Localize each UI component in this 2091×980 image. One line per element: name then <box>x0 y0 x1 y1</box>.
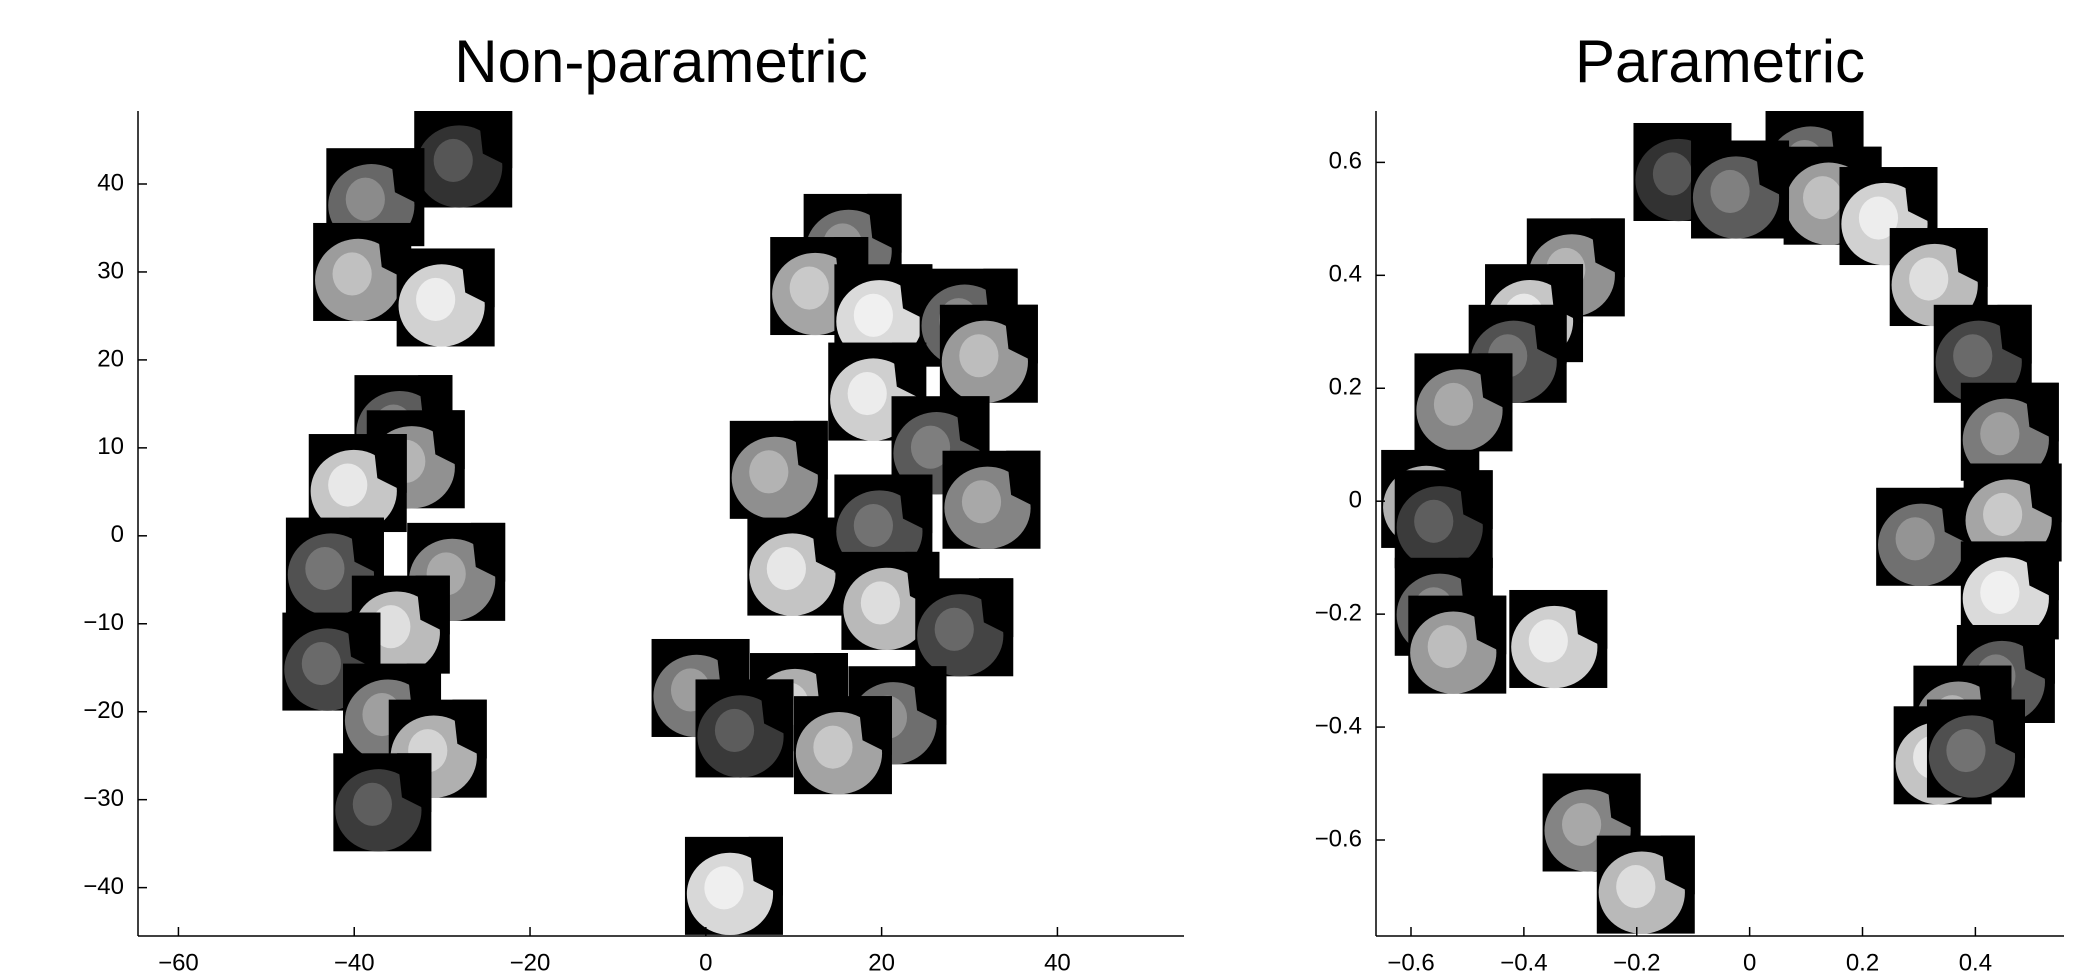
thumbnail <box>793 696 892 795</box>
y-tick-label: 0.2 <box>1329 374 1362 401</box>
thumbnail <box>828 342 927 441</box>
thumbnail <box>1691 140 1790 239</box>
y-tick-label: 0.6 <box>1329 148 1362 175</box>
thumbnail <box>942 450 1041 549</box>
x-tick-label: −20 <box>510 949 551 976</box>
x-tick-label: 20 <box>868 949 895 976</box>
thumbnail <box>915 578 1014 677</box>
thumbnail <box>414 111 513 208</box>
y-tick-label: 0.4 <box>1329 261 1362 288</box>
thumbnail <box>1414 353 1513 452</box>
x-tick-label: −0.6 <box>1387 949 1434 976</box>
x-tick-label: 0 <box>1743 949 1756 976</box>
thumbnails <box>1381 111 2062 934</box>
thumbnail <box>1408 595 1507 694</box>
thumbnail <box>1926 699 2025 798</box>
y-tick-label: 0 <box>111 521 124 548</box>
thumbnail <box>308 434 407 533</box>
y-tick-label: 40 <box>97 169 124 196</box>
thumbnail <box>695 679 794 778</box>
thumbnail <box>313 222 412 322</box>
thumbnail <box>939 304 1038 403</box>
x-tick-label: 40 <box>1044 949 1071 976</box>
thumbnail <box>729 420 828 520</box>
thumbnail <box>396 248 495 347</box>
y-tick-label: 20 <box>97 345 124 372</box>
y-tick-label: 0 <box>1349 487 1362 514</box>
chart-title: Parametric <box>1575 28 1865 95</box>
thumbnail <box>326 148 425 247</box>
thumbnail <box>1509 589 1608 689</box>
thumbnails <box>282 111 1041 936</box>
thumbnail <box>747 517 846 616</box>
thumbnail <box>1960 541 2059 640</box>
thumbnail <box>1876 487 1975 586</box>
y-tick-label: −20 <box>83 697 124 724</box>
y-tick-label: 30 <box>97 257 124 284</box>
chart-title: Non-parametric <box>454 28 867 95</box>
x-tick-label: −0.2 <box>1613 949 1660 976</box>
y-tick-label: −30 <box>83 785 124 812</box>
y-tick-label: −0.6 <box>1315 825 1362 852</box>
x-tick-label: −40 <box>334 949 375 976</box>
x-tick-label: 0.4 <box>1959 949 1992 976</box>
y-tick-label: −40 <box>83 873 124 900</box>
y-tick-label: −0.4 <box>1315 712 1362 739</box>
thumbnail <box>333 753 432 852</box>
y-tick-label: −10 <box>83 609 124 636</box>
x-tick-label: 0.2 <box>1846 949 1879 976</box>
thumbnail <box>684 836 783 936</box>
x-tick-label: −0.4 <box>1500 949 1547 976</box>
y-tick-label: 10 <box>97 433 124 460</box>
x-tick-label: −60 <box>158 949 199 976</box>
x-tick-label: 0 <box>699 949 712 976</box>
thumbnail <box>1596 835 1695 934</box>
thumbnail <box>1394 470 1493 569</box>
y-tick-label: −0.2 <box>1315 599 1362 626</box>
